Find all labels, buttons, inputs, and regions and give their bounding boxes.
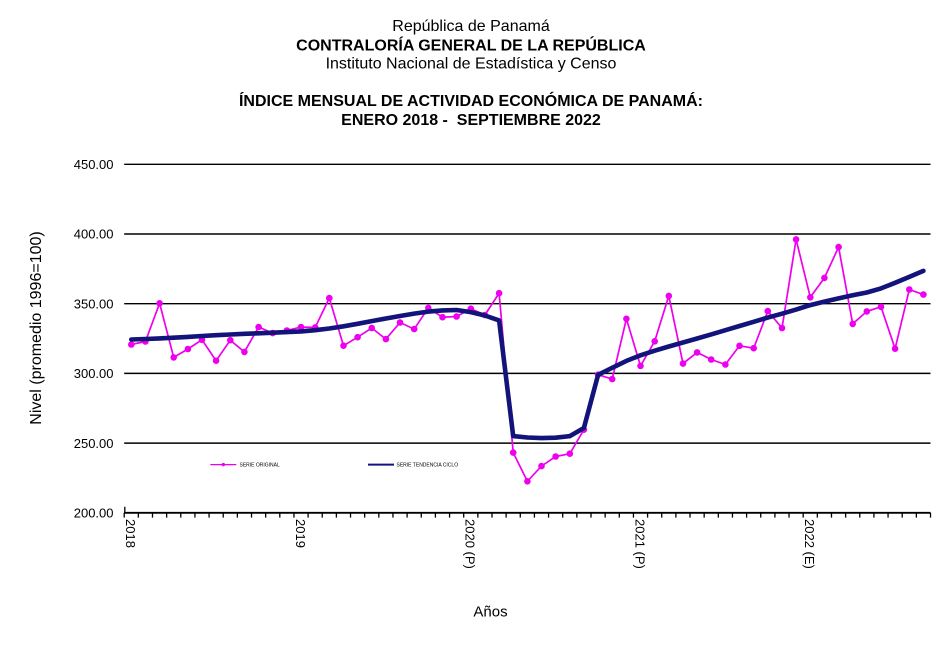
svg-text:Instituto Nacional de Estadís: Instituto Nacional de Estadística y Cens… — [326, 56, 617, 73]
svg-text:250.00: 250.00 — [74, 436, 114, 451]
svg-text:2020 (P): 2020 (P) — [463, 519, 478, 569]
svg-text:2018: 2018 — [123, 519, 138, 548]
svg-text:2021 (P): 2021 (P) — [632, 519, 647, 569]
svg-text:400.00: 400.00 — [74, 227, 114, 242]
svg-text:2022 (E): 2022 (E) — [802, 519, 817, 569]
svg-text:Años: Años — [473, 604, 507, 621]
svg-text:República de Panamá: República de Panamá — [392, 18, 550, 35]
svg-text:200.00: 200.00 — [74, 506, 114, 521]
svg-text:2019: 2019 — [293, 519, 308, 548]
svg-text:SERIE ORIGINAL: SERIE ORIGINAL — [240, 462, 281, 468]
svg-text:350.00: 350.00 — [74, 296, 114, 311]
svg-text:300.00: 300.00 — [74, 366, 114, 381]
svg-text:SERIE TENDENCIA CICLO: SERIE TENDENCIA CICLO — [397, 462, 459, 468]
svg-text:450.00: 450.00 — [74, 157, 114, 172]
svg-text:ÍNDICE MENSUAL DE ACTIVIDAD EC: ÍNDICE MENSUAL DE ACTIVIDAD ECONÓMICA DE… — [239, 91, 703, 110]
svg-text:CONTRALORÍA GENERAL DE LA REPÚ: CONTRALORÍA GENERAL DE LA REPÚBLICA — [296, 36, 646, 55]
svg-text:Nivel (promedio 1996=100): Nivel (promedio 1996=100) — [28, 231, 45, 424]
svg-text:ENERO 2018 - SEPTIEMBRE 2022: ENERO 2018 - SEPTIEMBRE 2022 — [341, 112, 601, 129]
